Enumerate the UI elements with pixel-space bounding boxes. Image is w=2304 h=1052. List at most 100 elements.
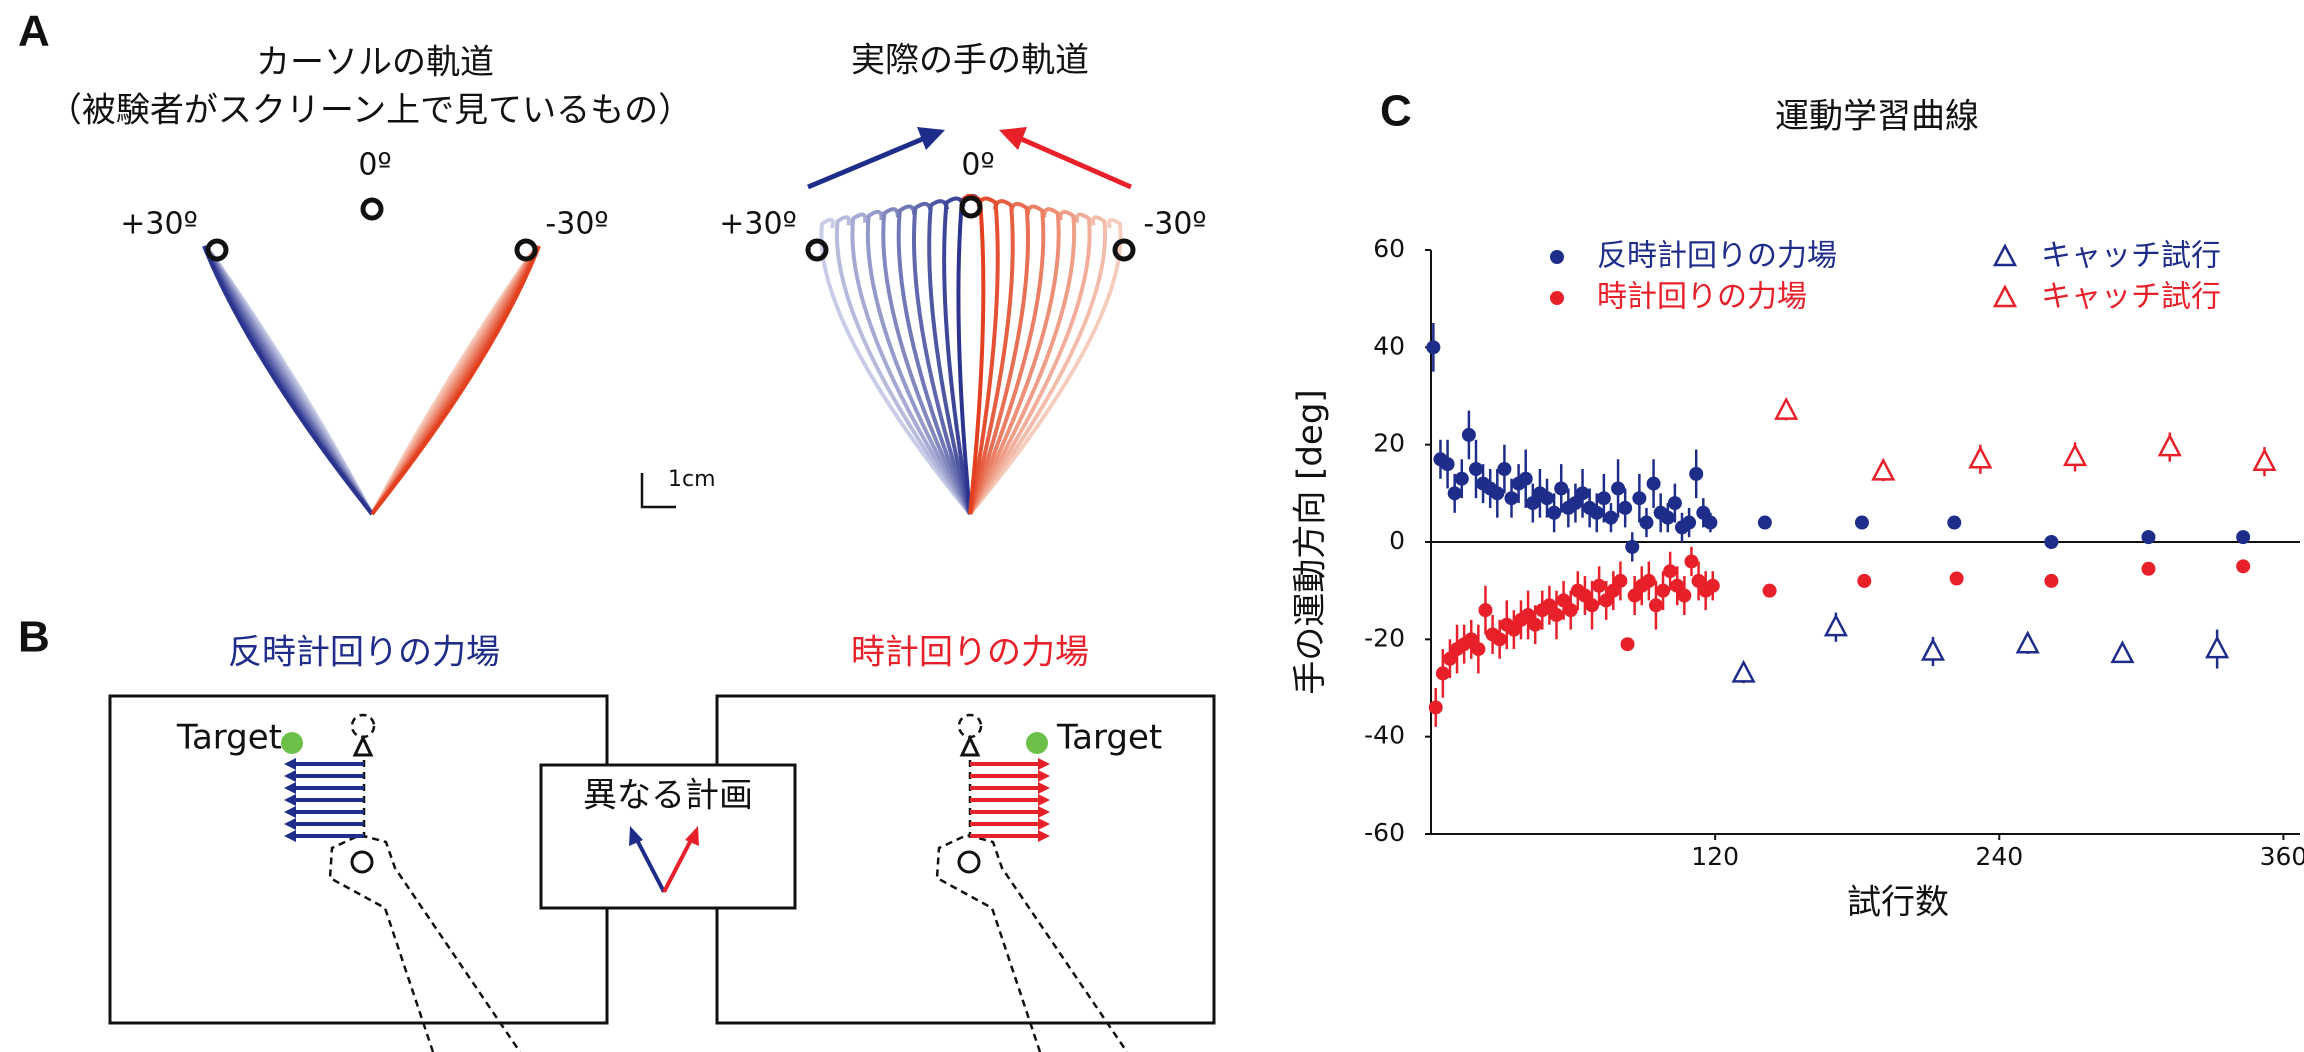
arrow-head (1038, 818, 1050, 830)
targets (205, 195, 1136, 262)
x-tick-label: 240 (1975, 842, 2023, 871)
arrow-head (284, 770, 296, 782)
target-dot (1026, 732, 1048, 754)
scale-bar (640, 473, 676, 509)
plan-label: 異なる計画 (583, 776, 753, 816)
point (1540, 491, 1555, 506)
trajectory (968, 207, 1061, 515)
point (2044, 535, 2059, 549)
point (1660, 510, 1675, 525)
target-label: -30º (545, 207, 608, 242)
force-arrows (807, 127, 1133, 190)
point (1599, 593, 1614, 608)
y-tick-label: -40 (1364, 721, 1405, 750)
point (1575, 486, 1590, 501)
arrow-head (1038, 830, 1050, 842)
y-tick-label: 40 (1373, 331, 1405, 360)
point (2015, 630, 2040, 654)
trajectory (202, 245, 374, 516)
point (1454, 471, 1469, 486)
target (360, 197, 384, 221)
point (1823, 613, 1848, 637)
panel-title: 実際の手の軌道 (851, 41, 1089, 81)
point (2157, 433, 2182, 457)
trajectory (968, 196, 1000, 515)
trajectory (865, 209, 972, 515)
point (1670, 578, 1685, 593)
arrow-head (284, 758, 296, 770)
plot-area: -60 -40 -20 0 20 40 60 120 240 360 反時計回りの力場時計回りの力場… (1364, 234, 2304, 871)
arrow-head (1038, 794, 1050, 806)
legend-marker (1992, 284, 2018, 308)
point (1632, 491, 1647, 506)
y-tick-label: -20 (1364, 623, 1405, 652)
target-label: Target (176, 718, 282, 758)
arrow-head (284, 818, 296, 830)
trajectory (896, 204, 972, 515)
point (1691, 573, 1706, 588)
point (1703, 515, 1718, 530)
point (1625, 539, 1640, 554)
point (1506, 622, 1521, 637)
point (1762, 583, 1777, 598)
target (805, 238, 829, 262)
trajectory (942, 196, 972, 515)
point (1663, 564, 1678, 579)
point (1646, 476, 1661, 491)
panel-letter: C (1380, 87, 1412, 136)
y-tick-label: 60 (1373, 234, 1405, 263)
panel-title: 反時計回りの力場 (228, 633, 500, 673)
point (1606, 583, 1621, 598)
point (1857, 573, 1872, 588)
legend-label: 時計回りの力場 (1597, 280, 1807, 315)
point (1440, 457, 1455, 472)
point (1613, 573, 1628, 588)
scale-label: 1cm (668, 467, 716, 492)
point (1518, 471, 1533, 486)
point (1542, 598, 1557, 613)
panel-title: 時計回りの力場 (851, 633, 1089, 673)
point (1667, 496, 1682, 511)
legend-label: キャッチ試行 (2041, 239, 2221, 274)
point (2044, 573, 2059, 588)
point (1497, 462, 1512, 476)
point (1731, 659, 1756, 683)
point (1471, 642, 1486, 657)
y-tick-label: 0 (1389, 526, 1405, 555)
point (1442, 651, 1457, 666)
point (1428, 700, 1443, 715)
legend-marker (1550, 291, 1564, 305)
legend-marker (1550, 250, 1564, 264)
trajectory (968, 201, 1030, 515)
point (2252, 448, 2277, 471)
point (1648, 598, 1663, 613)
trajectory (968, 212, 1092, 516)
panel-letter: A (18, 7, 50, 56)
point (1677, 588, 1692, 603)
point (1478, 603, 1493, 618)
point (1435, 666, 1450, 681)
panel-subtitle: （被験者がスクリーン上で見ているもの） (48, 91, 692, 131)
arrow-head (284, 782, 296, 794)
point (1504, 491, 1519, 506)
point (1620, 637, 1635, 652)
trajectory (850, 212, 972, 516)
point (1490, 486, 1505, 501)
point (1627, 588, 1642, 603)
point (1947, 515, 1962, 530)
point (1589, 505, 1604, 520)
panel-title: カーソルの軌道 (256, 43, 494, 83)
point (1525, 496, 1540, 511)
panel-letter: B (18, 613, 50, 662)
point (1549, 608, 1564, 622)
arrow (1017, 135, 1133, 190)
point (1705, 578, 1720, 593)
arrow-head (1038, 770, 1050, 782)
target-label: +30º (719, 207, 796, 242)
arrow-head (1038, 806, 1050, 818)
point (1461, 427, 1476, 442)
plan-arrows (629, 826, 699, 893)
x-tick-label: 360 (2260, 842, 2304, 871)
point (1757, 515, 1772, 530)
y-tick-label: -60 (1364, 818, 1405, 847)
